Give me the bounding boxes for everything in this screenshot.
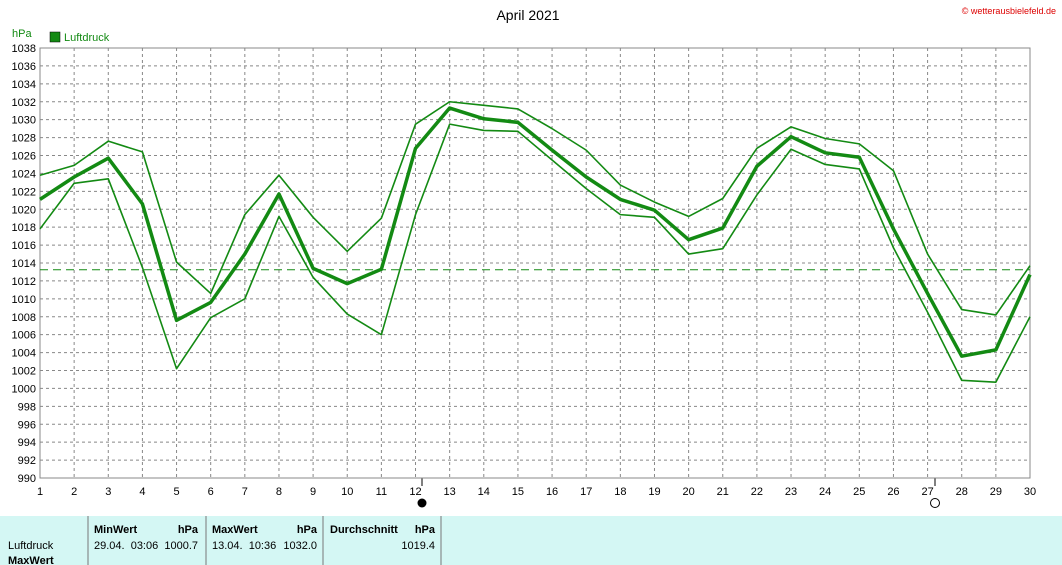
x-tick-label: 26 <box>887 486 899 498</box>
x-tick-label: 10 <box>341 486 353 498</box>
x-tick-label: 20 <box>682 486 694 498</box>
x-tick-label: 13 <box>444 486 456 498</box>
x-tick-label: 12 <box>409 486 421 498</box>
y-tick-label: 1036 <box>12 61 36 73</box>
x-tick-label: 23 <box>785 486 797 498</box>
series-line <box>39 100 1031 316</box>
new-moon-icon <box>417 498 427 508</box>
y-tick-label: 1000 <box>12 383 36 395</box>
chart-title: April 2021 <box>496 7 559 23</box>
x-tick-label: 3 <box>105 486 111 498</box>
x-tick-label: 8 <box>276 486 282 498</box>
y-tick-label: 998 <box>18 401 36 413</box>
col-header: MaxWert <box>212 524 258 536</box>
y-tick-label: 1020 <box>12 204 36 216</box>
series-line <box>39 123 1031 383</box>
y-tick-label: 1010 <box>12 294 36 306</box>
x-tick-label: 15 <box>512 486 524 498</box>
x-tick-label: 21 <box>717 486 729 498</box>
y-tick-label: 1006 <box>12 330 36 342</box>
row-label: Luftdruck <box>8 540 54 552</box>
x-tick-label: 11 <box>376 486 387 498</box>
cell-value: 1019.4 <box>401 540 435 552</box>
y-tick-label: 1022 <box>12 186 36 198</box>
y-tick-label: 1002 <box>12 366 36 378</box>
y-tick-label: 1014 <box>12 258 36 270</box>
y-tick-label: 994 <box>18 437 36 449</box>
watermark: © wetterausbielefeld.de <box>962 6 1056 16</box>
y-tick-label: 1030 <box>12 115 36 127</box>
y-tick-label: 1012 <box>12 276 36 288</box>
full-moon-icon <box>930 498 940 508</box>
cell-value: 1032.0 <box>283 540 317 552</box>
y-tick-label: 1024 <box>12 168 36 180</box>
cell-value: 1000.7 <box>164 540 198 552</box>
col-header: Durchschnitt <box>330 524 398 536</box>
y-tick-label: 1028 <box>12 133 36 145</box>
table-bg <box>0 516 1062 565</box>
x-tick-label: 24 <box>819 486 831 498</box>
col-unit: hPa <box>297 524 318 536</box>
x-tick-label: 27 <box>921 486 933 498</box>
cell-time: 29.04. 03:06 <box>94 540 158 552</box>
x-tick-label: 2 <box>71 486 77 498</box>
y-tick-label: 990 <box>18 473 36 485</box>
y-tick-label: 1038 <box>12 43 36 55</box>
legend-swatch <box>49 31 61 43</box>
x-tick-label: 30 <box>1024 486 1036 498</box>
x-tick-label: 1 <box>37 486 43 498</box>
y-tick-label: 1004 <box>12 348 36 360</box>
x-tick-label: 6 <box>208 486 214 498</box>
x-tick-label: 28 <box>956 486 968 498</box>
x-tick-label: 29 <box>990 486 1002 498</box>
x-tick-label: 5 <box>173 486 179 498</box>
col-unit: hPa <box>415 524 436 536</box>
cell-time: 13.04. 10:36 <box>212 540 276 552</box>
x-tick-label: 14 <box>478 486 490 498</box>
x-tick-label: 17 <box>580 486 592 498</box>
col-header: MinWert <box>94 524 138 536</box>
y-tick-label: 1034 <box>12 79 36 91</box>
y-tick-label: 1008 <box>12 312 36 324</box>
y-tick-label: 1018 <box>12 222 36 234</box>
y-tick-label: 1026 <box>12 151 36 163</box>
series-line <box>39 106 1032 358</box>
legend-label: Luftdruck <box>64 32 110 44</box>
x-tick-label: 9 <box>310 486 316 498</box>
col-unit: hPa <box>178 524 199 536</box>
x-tick-label: 19 <box>648 486 660 498</box>
row-label: MaxWert <box>8 555 54 565</box>
x-tick-label: 22 <box>751 486 763 498</box>
x-tick-label: 16 <box>546 486 558 498</box>
x-tick-label: 4 <box>139 486 145 498</box>
x-tick-label: 7 <box>242 486 248 498</box>
y-tick-label: 1016 <box>12 240 36 252</box>
y-tick-label: 1032 <box>12 97 36 109</box>
y-tick-label: 992 <box>18 455 36 467</box>
y-tick-label: 996 <box>18 419 36 431</box>
x-tick-label: 18 <box>614 486 626 498</box>
x-tick-label: 25 <box>853 486 865 498</box>
y-axis-label: hPa <box>12 28 32 40</box>
